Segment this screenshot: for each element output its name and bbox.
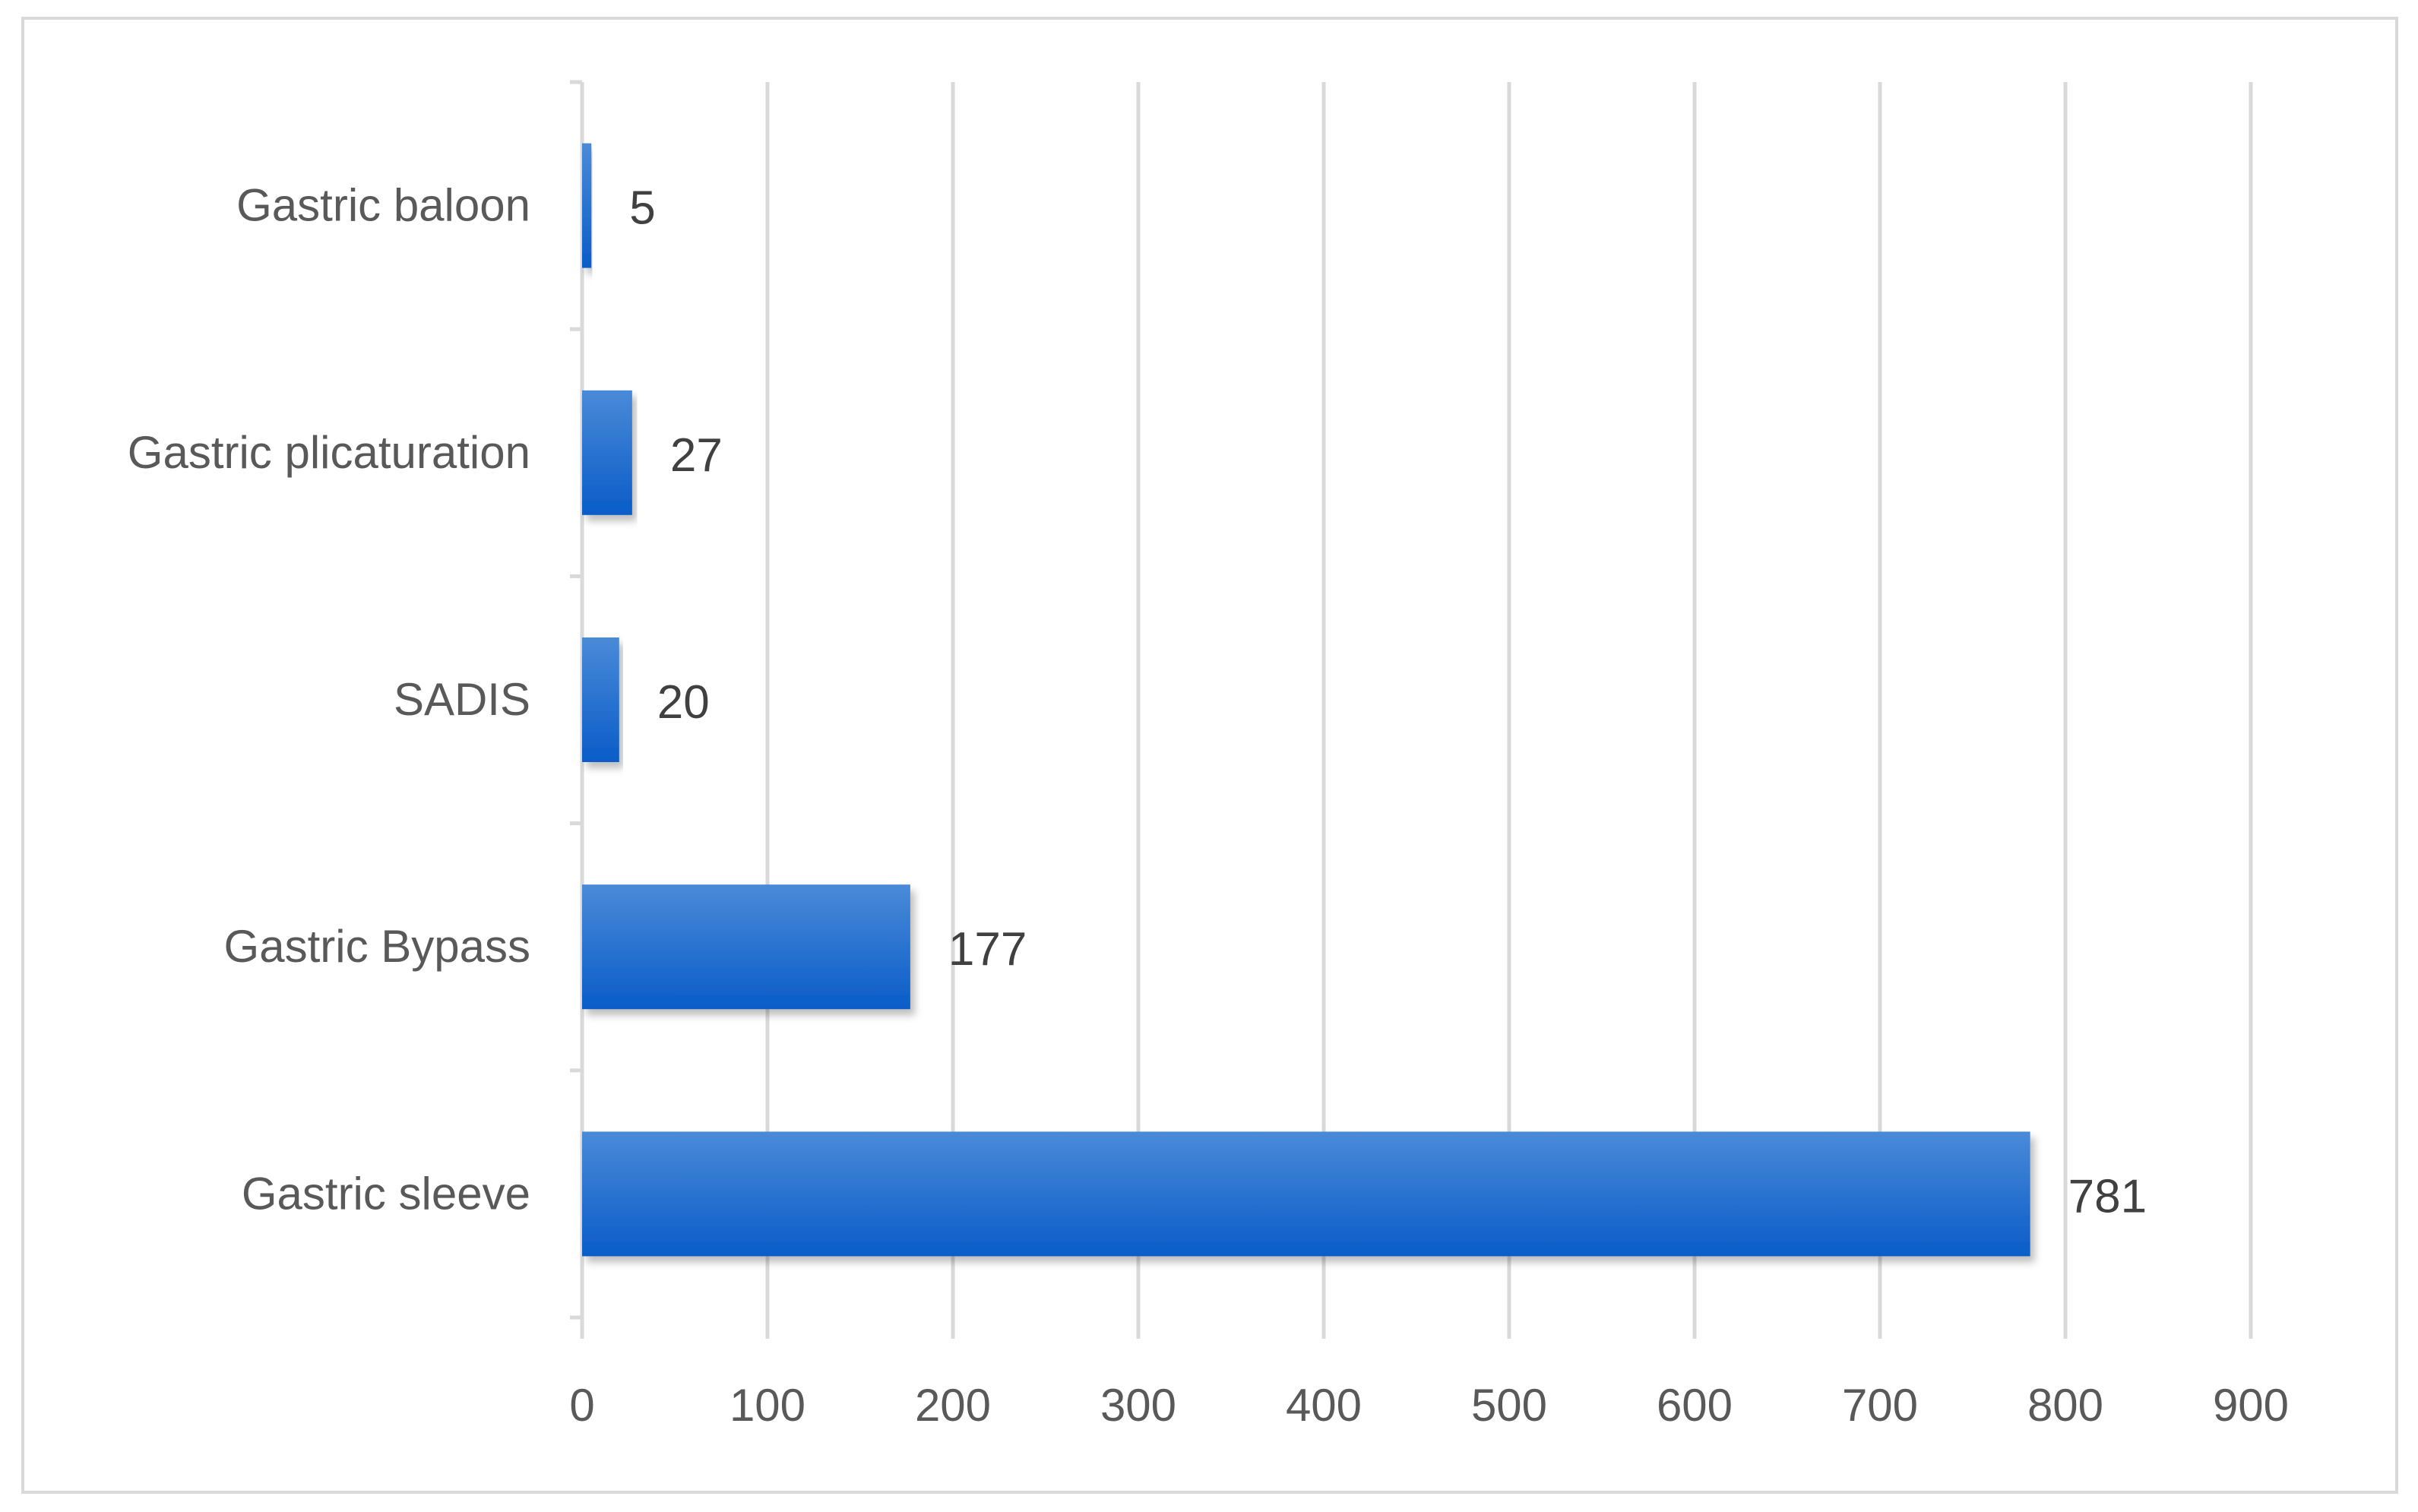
category-labels: Gastric baloon Gastric plicaturation SADIS…: [128, 180, 530, 1219]
x-tick-label-200: 200: [915, 1380, 991, 1431]
bar-0: [582, 143, 592, 268]
x-tick-label-600: 600: [1657, 1380, 1733, 1431]
data-label-3: 177: [948, 923, 1027, 976]
data-labels: 5 27 20 177 781: [629, 182, 2147, 1223]
x-tick-label-0: 0: [569, 1380, 594, 1431]
x-tick-label-900: 900: [2213, 1380, 2289, 1431]
bar-2: [582, 637, 619, 762]
category-label-3: Gastric Bypass: [224, 921, 530, 972]
data-label-1: 27: [670, 429, 723, 482]
x-tick-label-300: 300: [1100, 1380, 1176, 1431]
category-label-0: Gastric baloon: [236, 180, 530, 231]
x-tick-label-500: 500: [1471, 1380, 1547, 1431]
bar-4: [582, 1131, 2030, 1257]
bar-1: [582, 390, 632, 515]
data-label-4: 781: [2068, 1170, 2147, 1223]
category-label-4: Gastric sleeve: [242, 1168, 530, 1219]
y-axis: [570, 80, 584, 1339]
chart-frame: Gastric baloon Gastric plicaturation SADIS…: [21, 17, 2398, 1494]
x-tick-labels: 0 100 200 300 400 500 600 700 800 900: [569, 1380, 2289, 1431]
x-tick-label-400: 400: [1286, 1380, 1362, 1431]
data-label-0: 5: [629, 182, 655, 235]
bars: [582, 143, 2030, 1257]
x-tick-label-800: 800: [2027, 1380, 2103, 1431]
category-label-1: Gastric plicaturation: [128, 427, 530, 478]
bar-chart: Gastric baloon Gastric plicaturation SADIS…: [128, 80, 2289, 1431]
bar-3: [582, 884, 910, 1010]
category-label-2: SADIS: [394, 674, 530, 725]
data-label-2: 20: [657, 676, 710, 729]
x-tick-label-100: 100: [730, 1380, 805, 1431]
x-tick-label-700: 700: [1842, 1380, 1918, 1431]
gridlines: [765, 82, 2253, 1339]
